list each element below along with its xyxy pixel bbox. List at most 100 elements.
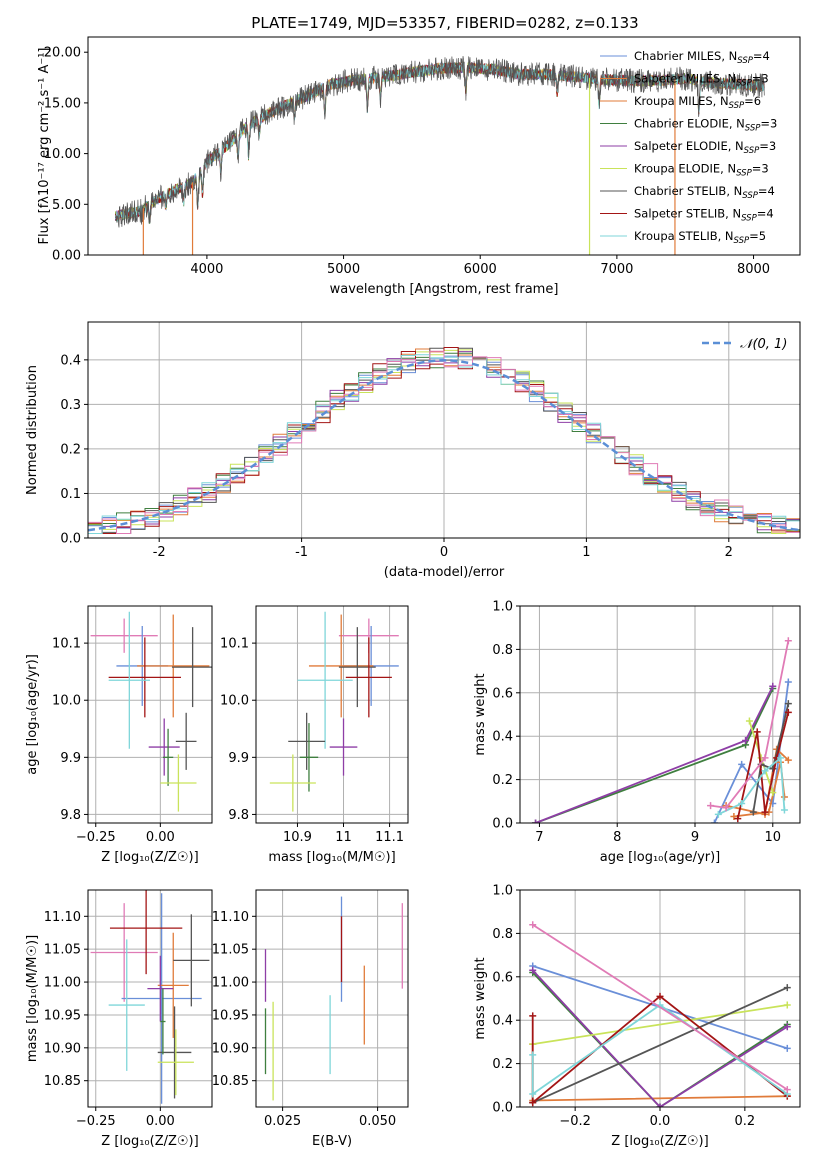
x-tick-label: 7 [535,830,543,845]
y-tick-label: 10.1 [52,637,81,652]
y-tick-label: 0.2 [492,1057,513,1072]
y-axis-label: Flux [fλ10⁻¹⁷ erg cm⁻² s⁻¹ A⁻¹] [37,48,52,245]
x-axis-label: (data-model)/error [384,565,505,580]
plot-area [114,56,765,255]
weight-marker [532,819,540,823]
error-bar-point [147,955,174,1022]
weight-series [752,703,790,813]
weight-marker [780,806,788,814]
weight-marker [529,921,537,929]
weight-marker [784,700,792,708]
weight-marker [783,1001,791,1009]
y-tick-label: 0.0 [60,532,81,547]
error-bar-point [308,614,374,718]
y-tick-label: 10.95 [44,1008,81,1023]
weight-marker [529,1012,537,1020]
weight-series [532,923,788,1091]
plot-area [532,637,792,823]
weight-marker [529,1051,537,1059]
y-tick-label: 10.00 [44,147,81,162]
plot-area [90,611,212,812]
error-bar-point [173,914,210,1007]
panel-age_vs_Z: −0.25 0.00 9.8 9.9 10.0 10.1 Z [log₁₀(Z/Z☉)] ag… [25,605,213,865]
y-tick-label: 10.85 [212,1074,249,1089]
weight-marker [761,808,769,816]
panel-weight_vs_age: 7 8 9 10 0.0 0.2 0.4 0.6 0.8 1.0 age [log₁₀(age/yr… [473,600,801,865]
y-tick-label: 0.8 [492,927,513,942]
y-tick-label: 9.8 [228,808,249,823]
x-tick-label: −0.25 [76,830,116,845]
weight-marker [761,767,769,775]
y-tick-label: 10.90 [44,1041,81,1056]
error-bar-point [157,1029,194,1096]
plot-frame [87,889,213,1108]
x-tick-label: 4000 [190,262,223,277]
weight-series [535,685,774,823]
spectrum-series-chabrier-stelib [114,56,765,228]
error-bar-point [108,939,145,1071]
weight-marker [761,754,769,762]
y-tick-label: 11.05 [44,943,81,958]
panel-mass_vs_EBV: 0.025 0.050 10.85 10.90 10.95 11.00 11.05 11.10… [212,889,409,1149]
weight-marker [784,637,792,645]
y-tick-label: 1.0 [492,600,513,615]
error-bar-point [109,890,183,975]
error-bar-point [162,728,174,786]
y-tick-label: 10.95 [212,1008,249,1023]
x-tick-label: 1 [582,545,590,560]
y-tick-label: 1.0 [492,884,513,899]
x-tick-label: 9 [691,830,699,845]
x-tick-label: 0.050 [359,1114,396,1129]
x-tick-label: 10.9 [283,830,312,845]
weight-marker [749,808,757,816]
normal-curve [88,359,800,532]
x-tick-label: 11 [335,830,352,845]
weight-series [535,688,774,823]
y-tick-label: 0.8 [492,643,513,658]
weight-marker [714,810,722,818]
weight-series [532,971,788,1107]
panel-age_vs_mass: 10.9 11 11.1 9.8 9.9 10.0 10.1 mass [log₁₀(M/M☉… [220,605,409,865]
legend: Chabrier MILES, NSSP=4 Salpeter MILES, NS… [600,49,777,246]
y-tick-label: 0.3 [60,398,81,413]
error-bar-point [175,712,197,770]
error-bar-point [90,903,158,1002]
y-tick-label: 0.4 [492,1014,513,1029]
plot-frame [519,605,801,824]
plot-area [529,921,791,1107]
legend-label: Salpeter ELODIE, NSSP=3 [634,139,776,156]
y-tick-label: 11.00 [212,976,249,991]
x-tick-label: 0.0 [650,1114,671,1129]
x-tick-label: 2 [725,545,733,560]
panel-mass_vs_Z: −0.25 0.00 10.85 10.90 10.95 11.00 11.05 11.10 Z… [25,889,213,1149]
panel-residuals: -2 -1 0 1 2 0.0 0.1 0.2 0.3 0.4 (data-model)/error… [25,321,801,580]
x-axis-label: Z [log₁₀(Z/Z☉)] [611,1134,708,1149]
y-tick-label: 9.8 [60,808,81,823]
x-tick-label: 5000 [327,262,360,277]
plot-area [269,611,399,812]
legend-label: Chabrier ELODIE, NSSP=3 [634,117,777,134]
x-tick-label: −0.25 [76,1114,116,1129]
error-bar-point [148,718,180,776]
y-tick-label: 20.00 [44,46,81,61]
weight-marker [769,789,777,797]
y-tick-label: 0.4 [492,730,513,745]
error-bar-point [338,627,376,708]
weight-marker [529,1090,537,1098]
x-axis-label: mass [log₁₀(M/M☉)] [268,850,395,865]
weight-marker [707,802,715,810]
y-tick-label: 0.2 [60,442,81,457]
error-bar-point [121,893,202,1104]
y-tick-label: 11.10 [212,910,249,925]
y-tick-label: 0.00 [52,249,81,264]
y-tick-label: 9.9 [228,751,249,766]
weight-marker [753,728,761,736]
y-tick-label: 0.2 [492,773,513,788]
y-axis-label: Normed distribution [25,365,40,495]
weight-marker [710,819,718,823]
y-tick-label: 0.4 [60,353,81,368]
figure-title: PLATE=1749, MJD=53357, FIBERID=0282, z=0… [251,14,638,32]
x-tick-label: 0.025 [264,1114,301,1129]
plot-frame [87,321,801,539]
x-tick-label: 10 [765,830,782,845]
